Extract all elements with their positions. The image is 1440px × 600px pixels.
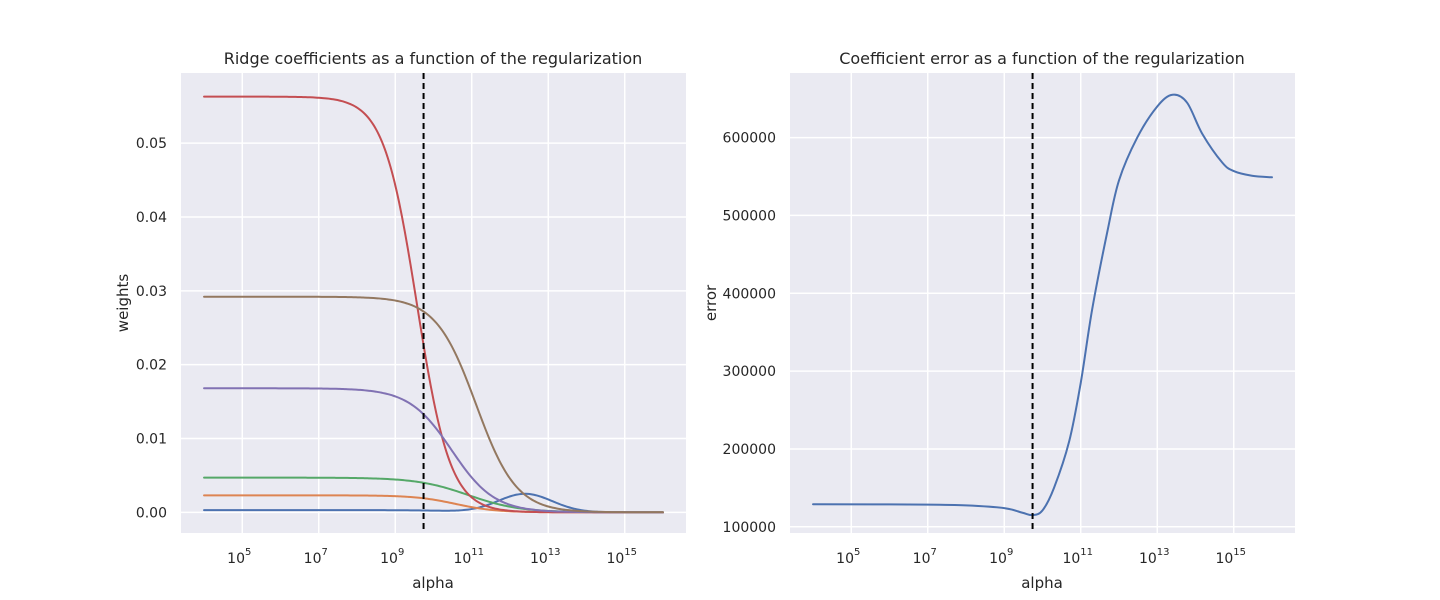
ridge-coefficients-y-axis-label: weights — [114, 274, 132, 333]
coefficient-error-x-axis-label: alpha — [1021, 574, 1063, 592]
coefficient-error-tick-labels: 105 107 109 1011 1013 1015 100000 200000 300000 4… — [723, 131, 1246, 567]
coefficient-error-x-tick-label: 1013 — [1139, 547, 1170, 567]
ridge-coefficients-series-group — [203, 95, 664, 514]
ridge-coefficients-title: Ridge coefficients as a function of the … — [224, 49, 643, 68]
ridge-coefficients-y-tick-label: 0.02 — [136, 358, 167, 374]
ridge-coefficients-y-tick-label: 0.00 — [136, 505, 167, 521]
coefficient-error-x-tick-label: 109 — [989, 547, 1013, 567]
ridge-coefficients-x-tick-label: 1013 — [530, 547, 561, 567]
coefficient-error-y-axis-label: error — [702, 284, 720, 321]
coefficient-error-plot-area — [790, 73, 1295, 533]
ridge-coefficients-y-tick-label: 0.03 — [136, 284, 167, 300]
ridge-coefficients-y-tick-label: 0.05 — [136, 136, 167, 152]
coefficient-error-title: Coefficient error as a function of the r… — [839, 49, 1245, 68]
coefficient-error-panel: 105 107 109 1011 1013 1015 100000 200000 300000 4… — [702, 49, 1295, 592]
coefficient-error-x-tick-label: 1011 — [1062, 547, 1093, 567]
ridge-coefficients-grid — [181, 73, 686, 533]
ridge-coefficients-tick-labels: 105 107 109 1011 1013 1015 0.00 0.01 0.02 0.03 0.0… — [136, 136, 637, 567]
ridge-coefficients-series-line — [203, 295, 664, 514]
coefficient-error-y-tick-label: 600000 — [723, 131, 776, 147]
ridge-coefficients-y-tick-label: 0.04 — [136, 210, 167, 226]
coefficient-error-y-tick-label: 100000 — [723, 520, 776, 536]
coefficient-error-y-tick-label: 500000 — [723, 208, 776, 224]
ridge-coefficients-plot-area — [181, 73, 686, 533]
coefficient-error-grid — [790, 73, 1295, 533]
ridge-coefficients-y-tick-label: 0.01 — [136, 431, 167, 447]
coefficient-error-y-tick-label: 400000 — [723, 286, 776, 302]
ridge-coefficients-x-tick-label: 1015 — [606, 547, 637, 567]
ridge-coefficients-x-tick-label: 1011 — [453, 547, 484, 567]
ridge-coefficients-x-tick-label: 107 — [304, 547, 328, 567]
coefficient-error-x-tick-label: 105 — [836, 547, 860, 567]
ridge-coefficients-x-tick-label: 105 — [227, 547, 251, 567]
ridge-coefficients-x-tick-label: 109 — [380, 547, 404, 567]
ridge-coefficients-panel: 105 107 109 1011 1013 1015 0.00 0.01 0.02 0.03 0.0… — [114, 49, 686, 592]
coefficient-error-x-tick-label: 1015 — [1215, 547, 1246, 567]
ridge-coefficients-x-axis-label: alpha — [412, 574, 454, 592]
coefficient-error-series-line — [812, 93, 1273, 517]
coefficient-error-x-tick-label: 107 — [913, 547, 937, 567]
coefficient-error-y-tick-label: 200000 — [723, 442, 776, 458]
coefficient-error-y-tick-label: 300000 — [723, 364, 776, 380]
coefficient-error-series-group — [812, 93, 1273, 517]
